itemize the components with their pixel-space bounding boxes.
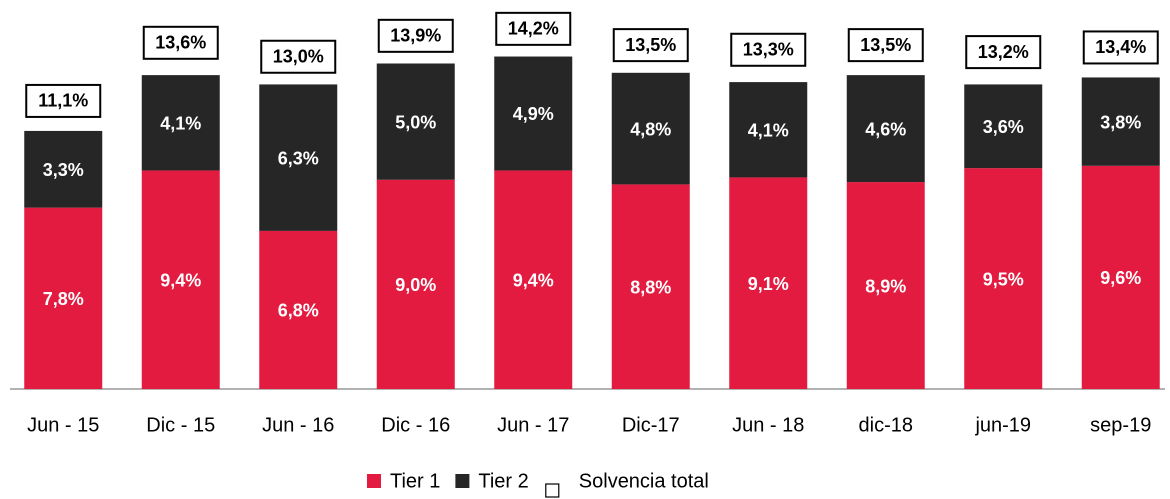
bar-segment [846, 75, 925, 183]
value-label: 9,4% [160, 270, 201, 290]
value-label: 5,0% [395, 112, 436, 132]
bar-segment [611, 184, 690, 389]
legend-label: Tier 1 [390, 470, 440, 492]
value-label: 6,8% [278, 301, 319, 321]
total-label: 13,5% [625, 35, 676, 55]
x-tick-label: Jun - 15 [27, 414, 99, 436]
value-label: 9,1% [748, 274, 789, 294]
x-tick-label: jun-19 [974, 414, 1031, 436]
total-box [495, 11, 572, 46]
x-tick-label: sep-19 [1090, 414, 1151, 436]
total-box [377, 18, 454, 53]
total-label: 13,2% [978, 42, 1029, 62]
bar-segment [964, 168, 1043, 389]
x-tick-label: Dic-17 [622, 414, 680, 436]
total-box [612, 28, 689, 63]
total-label: 13,5% [860, 35, 911, 55]
value-label: 8,8% [630, 277, 671, 297]
value-label: 3,6% [983, 117, 1024, 137]
legend-swatch [455, 474, 470, 488]
bar-segment [24, 130, 103, 208]
bar-segment [376, 179, 455, 389]
total-label: 13,9% [390, 26, 441, 46]
total-box [260, 39, 337, 74]
value-label: 4,8% [630, 119, 671, 139]
legend-swatch [367, 474, 381, 488]
value-label: 8,9% [865, 276, 906, 296]
bar-segment [141, 75, 220, 171]
value-label: 3,3% [43, 160, 84, 180]
x-tick-label: Dic - 16 [381, 414, 450, 436]
bar-segment [964, 84, 1043, 169]
total-label: 13,6% [155, 33, 206, 53]
bar-segment [141, 170, 220, 389]
value-label: 9,4% [513, 270, 554, 290]
bar-segment [259, 84, 338, 231]
bar-segment [376, 63, 455, 180]
bar-segment [24, 207, 103, 389]
bar-segment [259, 230, 338, 389]
bar-segment [494, 170, 573, 389]
bar-segment [729, 177, 808, 389]
total-box [1082, 30, 1159, 65]
legend-swatch [545, 483, 560, 498]
value-label: 3,8% [1100, 112, 1141, 132]
total-label: 13,0% [273, 47, 324, 67]
total-label: 13,3% [743, 40, 794, 60]
value-label: 9,5% [983, 269, 1024, 289]
legend-label: Tier 2 [478, 470, 528, 492]
x-tick-label: Jun - 17 [497, 414, 569, 436]
value-label: 7,8% [43, 289, 84, 309]
bar-segment [611, 72, 690, 185]
total-box [25, 83, 102, 118]
bar-segment [729, 82, 808, 178]
x-tick-label: Jun - 16 [262, 414, 334, 436]
value-label: 9,6% [1100, 268, 1141, 288]
value-label: 4,1% [160, 114, 201, 134]
bar-segment [846, 182, 925, 389]
bar-segment [494, 56, 573, 171]
value-label: 6,3% [278, 148, 319, 168]
legend-label: Solvencia total [579, 470, 709, 492]
total-box [730, 32, 807, 67]
bar-segment [1081, 165, 1160, 389]
x-tick-label: Dic - 15 [146, 414, 215, 436]
bar-segment [1081, 77, 1160, 166]
x-tick-label: dic-18 [859, 414, 913, 436]
value-label: 4,6% [865, 119, 906, 139]
total-label: 14,2% [508, 19, 559, 39]
value-label: 9,0% [395, 275, 436, 295]
total-label: 13,4% [1095, 37, 1146, 57]
x-tick-label: Jun - 18 [732, 414, 804, 436]
total-box [142, 25, 219, 60]
total-label: 11,1% [38, 91, 88, 111]
total-box [847, 28, 924, 63]
value-label: 4,9% [513, 104, 554, 124]
total-box [965, 35, 1042, 70]
value-label: 4,1% [748, 121, 789, 141]
